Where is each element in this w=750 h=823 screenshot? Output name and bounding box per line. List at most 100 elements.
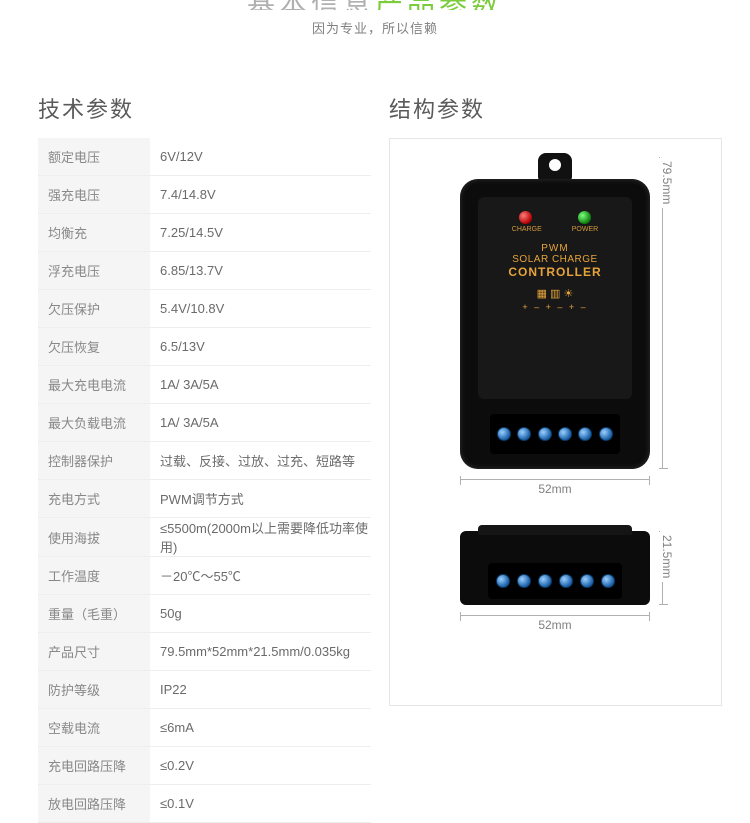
screw-icon	[601, 574, 615, 588]
spec-label: 强充电压	[38, 176, 150, 213]
spec-label: 充电方式	[38, 480, 150, 517]
spec-value: ≤0.2V	[150, 758, 371, 773]
spec-label: 充电回路压降	[38, 747, 150, 784]
spec-value: ≤0.1V	[150, 796, 371, 811]
structure-column: 结构参数 CHARGE POWER PWM	[389, 92, 722, 823]
charge-led-icon	[519, 211, 532, 224]
terminal-block-front	[490, 414, 620, 454]
screw-icon	[496, 574, 510, 588]
spec-value: 6.5/13V	[150, 339, 371, 354]
screw-icon	[578, 427, 592, 441]
spec-label: 均衡充	[38, 214, 150, 251]
charge-led-label: CHARGE	[512, 226, 542, 233]
power-led-label: POWER	[572, 226, 598, 233]
spec-label: 防护等级	[38, 671, 150, 708]
screw-icon	[517, 427, 531, 441]
height-dimension: 79.5mm	[662, 157, 672, 469]
width-dimension-side: 52mm	[460, 615, 650, 625]
mount-tab	[538, 153, 572, 181]
device-text-solar: SOLAR CHARGE	[492, 254, 618, 265]
width-dimension-top: 52mm	[460, 479, 650, 489]
device-front-view: CHARGE POWER PWM SOLAR CHARGE CONTROLLER…	[460, 179, 650, 469]
spec-label: 最大充电电流	[38, 366, 150, 403]
spec-row: 控制器保护过载、反接、过放、过充、短路等	[38, 442, 371, 480]
spec-label: 使用海拔	[38, 518, 150, 556]
spec-value: 1A/ 3A/5A	[150, 377, 371, 392]
spec-value: 1A/ 3A/5A	[150, 415, 371, 430]
spec-label: 空载电流	[38, 709, 150, 746]
spec-row: 产品尺寸79.5mm*52mm*21.5mm/0.035kg	[38, 633, 371, 671]
header-title: 基本信息产品参数	[0, 0, 750, 10]
device-icons: ▦ ▥ ☀	[492, 287, 618, 300]
spec-label: 重量（毛重）	[38, 595, 150, 632]
spec-row: 均衡充7.25/14.5V	[38, 214, 371, 252]
spec-value: PWM调节方式	[150, 489, 371, 508]
spec-value: 7.4/14.8V	[150, 187, 371, 202]
spec-value: ≤5500m(2000m以上需要降低功率使用)	[150, 518, 371, 556]
device-polarity: + – + – + –	[492, 302, 618, 312]
spec-row: 欠压恢复6.5/13V	[38, 328, 371, 366]
spec-row: 最大充电电流1A/ 3A/5A	[38, 366, 371, 404]
spec-row: 重量（毛重） 50g	[38, 595, 371, 633]
spec-label: 浮充电压	[38, 252, 150, 289]
depth-label: 21.5mm	[660, 531, 674, 582]
spec-value: ≤6mA	[150, 720, 371, 735]
spec-value: 7.25/14.5V	[150, 225, 371, 240]
screw-icon	[559, 574, 573, 588]
spec-label: 最大负载电流	[38, 404, 150, 441]
screw-icon	[558, 427, 572, 441]
structure-title: 结构参数	[389, 92, 722, 124]
content-columns: 技术参数 额定电压6V/12V强充电压7.4/14.8V均衡充7.25/14.5…	[0, 37, 750, 823]
spec-row: 最大负载电流1A/ 3A/5A	[38, 404, 371, 442]
spec-row: 使用海拔≤5500m(2000m以上需要降低功率使用)	[38, 518, 371, 557]
spec-label: 欠压保护	[38, 290, 150, 327]
height-label: 79.5mm	[660, 157, 674, 208]
screw-icon	[538, 574, 552, 588]
spec-value: 6V/12V	[150, 149, 371, 164]
device-body: CHARGE POWER PWM SOLAR CHARGE CONTROLLER…	[460, 179, 650, 469]
spec-label: 额定电压	[38, 138, 150, 175]
spec-row: 额定电压6V/12V	[38, 138, 371, 176]
width-label-2: 52mm	[534, 618, 575, 632]
title-green: 产品参数	[375, 0, 503, 10]
spec-label: 放电回路压降	[38, 785, 150, 822]
spec-value: IP22	[150, 682, 371, 697]
page-header: 基本信息产品参数 因为专业，所以信赖	[0, 0, 750, 37]
device-side-view	[460, 531, 650, 605]
screw-icon	[538, 427, 552, 441]
width-label: 52mm	[534, 482, 575, 496]
spec-row: 浮充电压6.85/13.7V	[38, 252, 371, 290]
terminal-block-side	[488, 563, 622, 599]
spec-value: －20℃～55℃	[150, 566, 371, 585]
spec-value: 79.5mm*52mm*21.5mm/0.035kg	[150, 644, 371, 659]
spec-label: 产品尺寸	[38, 633, 150, 670]
device-text-controller: CONTROLLER	[492, 265, 618, 279]
screw-icon	[497, 427, 511, 441]
title-gray: 基本信息	[247, 0, 375, 10]
spec-table: 额定电压6V/12V强充电压7.4/14.8V均衡充7.25/14.5V浮充电压…	[38, 138, 371, 823]
side-ridge	[478, 525, 632, 535]
spec-value: 6.85/13.7V	[150, 263, 371, 278]
depth-dimension: 21.5mm	[662, 531, 672, 605]
spec-row: 充电方式PWM调节方式	[38, 480, 371, 518]
spec-row: 防护等级IP22	[38, 671, 371, 709]
spec-row: 充电回路压降≤0.2V	[38, 747, 371, 785]
spec-value: 5.4V/10.8V	[150, 301, 371, 316]
spec-label: 控制器保护	[38, 442, 150, 479]
screw-icon	[580, 574, 594, 588]
spec-row: 强充电压7.4/14.8V	[38, 176, 371, 214]
spec-row: 放电回路压降≤0.1V	[38, 785, 371, 823]
spec-label: 欠压恢复	[38, 328, 150, 365]
spec-value: 50g	[150, 606, 371, 621]
tech-specs-title: 技术参数	[38, 92, 371, 124]
spec-row: 空载电流≤6mA	[38, 709, 371, 747]
screw-icon	[599, 427, 613, 441]
power-led-icon	[578, 211, 591, 224]
tech-specs-column: 技术参数 额定电压6V/12V强充电压7.4/14.8V均衡充7.25/14.5…	[38, 92, 371, 823]
device-text-pwm: PWM	[492, 243, 618, 254]
spec-row: 工作温度－20℃～55℃	[38, 557, 371, 595]
device-faceplate: CHARGE POWER PWM SOLAR CHARGE CONTROLLER…	[478, 197, 632, 399]
spec-value: 过载、反接、过放、过充、短路等	[150, 451, 371, 470]
dimension-diagram: CHARGE POWER PWM SOLAR CHARGE CONTROLLER…	[389, 138, 722, 706]
spec-label: 工作温度	[38, 557, 150, 594]
